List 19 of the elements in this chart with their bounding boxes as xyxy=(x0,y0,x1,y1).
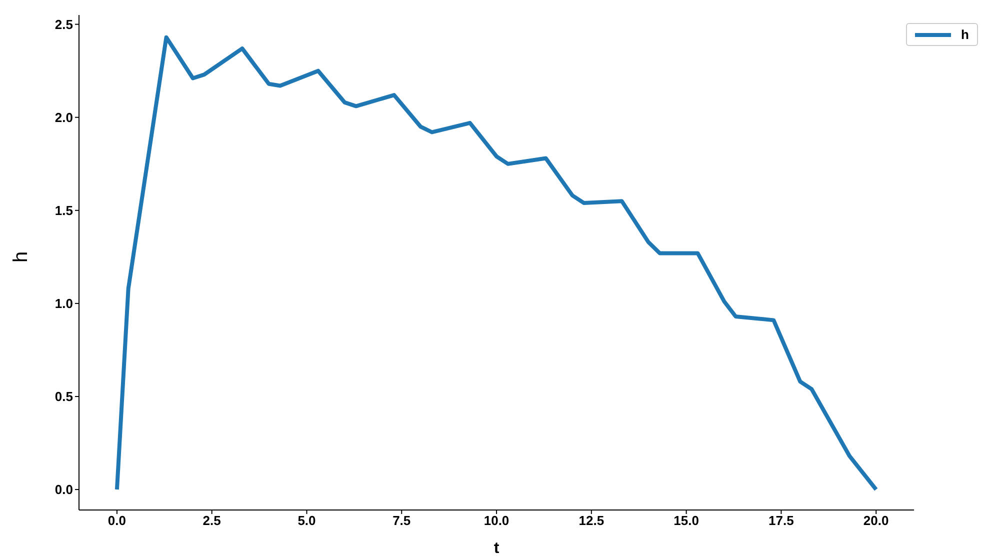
y-tick-label: 2.5 xyxy=(54,16,73,32)
x-tick-label: 7.5 xyxy=(392,513,411,528)
y-tick-label: 1.0 xyxy=(54,296,73,312)
line-series xyxy=(114,35,878,492)
legend-label: h xyxy=(961,27,969,42)
y-tick-label: 0.5 xyxy=(54,389,73,404)
x-tick-label: 15.0 xyxy=(674,513,699,528)
x-tick-label: 5.0 xyxy=(298,513,316,528)
x-tick-label: 10.0 xyxy=(484,513,510,528)
x-tick-label: 2.5 xyxy=(202,513,221,528)
x-tick-label: 12.5 xyxy=(578,513,604,528)
y-tick-label: 0.0 xyxy=(54,482,73,498)
x-tick-label: 17.5 xyxy=(768,513,794,528)
x-tick-label: 20.0 xyxy=(863,513,889,528)
y-tick-label: 1.5 xyxy=(54,203,73,218)
x-axis-title: t xyxy=(494,540,500,557)
x-tick-label: 0.0 xyxy=(108,513,126,528)
y-tick-label: 2.0 xyxy=(54,110,73,125)
y-axis-title: h xyxy=(10,251,32,262)
